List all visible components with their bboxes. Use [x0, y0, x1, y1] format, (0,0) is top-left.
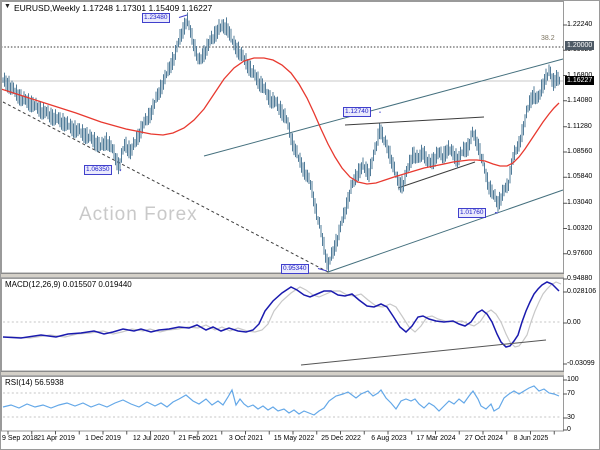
trendline-range-upper[interactable] — [344, 116, 485, 126]
date-label: 1 Dec 2019 — [85, 435, 121, 442]
watermark: Action Forex — [79, 204, 198, 225]
candlesticks — [2, 12, 560, 272]
price-axis[interactable]: 1.222401.195201.168001.140801.112801.085… — [565, 1, 599, 449]
rsi-axis-label: 100 — [567, 376, 579, 383]
axis-tick-marks — [7, 24, 567, 435]
fib-level-price-box: 1.20000 — [565, 41, 595, 50]
date-label: 3 Oct 2021 — [228, 435, 264, 442]
macd-panel — [2, 281, 562, 366]
date-label: 8 Jun 2025 — [513, 435, 549, 442]
key-level-label[interactable]: 1.01760 — [458, 208, 486, 218]
label-connectors — [119, 14, 499, 272]
key-level-label[interactable]: 1.23480 — [142, 13, 170, 23]
symbol-period-label: EURUSD,Weekly — [13, 3, 80, 13]
macd-axis-label: -0.03099 — [567, 360, 595, 367]
macd-axis-label: 0.028106 — [567, 288, 597, 295]
trendline-range-lower[interactable] — [397, 161, 476, 189]
macd-main-line — [2, 281, 560, 348]
date-label: 27 Oct 2024 — [464, 435, 504, 442]
time-axis[interactable]: 9 Sep 2018 21 Apr 2019 1 Dec 2019 12 Jul 20… — [1, 431, 564, 449]
price-tick-label: 1.08560 — [567, 148, 593, 155]
ma-overlay — [1, 57, 560, 185]
price-tick-label: 1.00320 — [567, 224, 593, 232]
rsi-panel — [2, 385, 560, 416]
rsi-axis-label: 30 — [567, 414, 575, 421]
ohlc-readout: 1.17248 1.17301 1.15409 1.16227 — [82, 3, 213, 13]
trendlines[interactable] — [2, 58, 564, 273]
date-label: 25 Dec 2022 — [321, 435, 361, 442]
rsi-axis-label: 70 — [567, 390, 575, 397]
trendline-downtrend-dashed[interactable] — [2, 101, 329, 273]
moving-average-line — [1, 57, 560, 185]
chevron-down-icon[interactable]: ▼ — [4, 3, 11, 10]
panel-separator-rsi[interactable] — [1, 371, 564, 376]
current-price-box: 1.16227 — [565, 76, 595, 85]
price-tick-label: 1.03040 — [567, 199, 593, 207]
price-tick-label: 1.05840 — [567, 173, 593, 181]
macd-signal-line — [3, 281, 562, 348]
key-level-label[interactable]: 1.06350 — [84, 165, 112, 175]
date-label: 21 Apr 2019 — [37, 435, 75, 442]
trendline-macd-support[interactable] — [300, 339, 547, 366]
price-tick-label: 0.97600 — [567, 249, 593, 257]
key-level-label[interactable]: 0.95340 — [281, 264, 309, 274]
macd-indicator-label: MACD(12,26,9) 0.015507 0.019440 — [5, 280, 132, 289]
date-label: 6 Aug 2023 — [371, 435, 407, 442]
date-label: 17 Mar 2024 — [416, 435, 456, 442]
rsi-line — [2, 385, 560, 416]
date-label: 9 Sep 2018 — [2, 435, 38, 442]
price-tick-label: 1.14080 — [567, 96, 593, 104]
trendline-channel-upper[interactable] — [203, 58, 564, 157]
fib-ratio-label: 38.2 — [541, 35, 555, 42]
date-label: 15 May 2022 — [273, 435, 315, 442]
price-tick-label: 1.16800 — [567, 71, 593, 79]
reference-lines — [1, 46, 563, 418]
price-tick-label: 1.22240 — [567, 21, 593, 28]
key-level-label[interactable]: 1.12740 — [343, 107, 371, 117]
date-label: 12 Jul 2020 — [132, 435, 170, 442]
price-tick-label: 1.11280 — [567, 122, 592, 130]
trendline-channel-lower[interactable] — [327, 189, 564, 273]
rsi-indicator-label: RSI(14) 56.5938 — [5, 378, 64, 387]
macd-axis-label: 0.00 — [567, 319, 581, 326]
date-label: 21 Feb 2021 — [178, 435, 218, 442]
price-tick-label: 0.94880 — [567, 275, 593, 282]
rsi-axis-label: 0 — [567, 426, 571, 433]
chart-title: ▼ EURUSD,Weekly 1.17248 1.17301 1.15409 1… — [4, 3, 212, 13]
